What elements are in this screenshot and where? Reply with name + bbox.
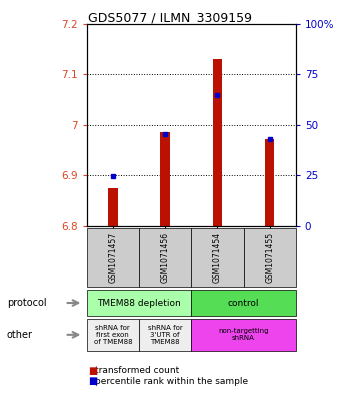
Text: shRNA for
3'UTR of
TMEM88: shRNA for 3'UTR of TMEM88 <box>148 325 183 345</box>
Text: protocol: protocol <box>7 298 47 308</box>
Text: GDS5077 / ILMN_3309159: GDS5077 / ILMN_3309159 <box>88 11 252 24</box>
Text: GSM1071457: GSM1071457 <box>108 232 117 283</box>
Text: GSM1071454: GSM1071454 <box>213 232 222 283</box>
Bar <box>213 59 222 226</box>
Text: GSM1071456: GSM1071456 <box>160 232 170 283</box>
Text: non-targetting
shRNA: non-targetting shRNA <box>218 328 269 342</box>
Text: transformed count: transformed count <box>95 366 180 375</box>
Text: shRNA for
first exon
of TMEM88: shRNA for first exon of TMEM88 <box>94 325 132 345</box>
Bar <box>160 132 170 226</box>
Bar <box>265 139 274 226</box>
Text: TMEM88 depletion: TMEM88 depletion <box>97 299 181 307</box>
Text: percentile rank within the sample: percentile rank within the sample <box>95 377 248 386</box>
Text: ■: ■ <box>88 365 98 376</box>
Text: ■: ■ <box>88 376 98 386</box>
Text: other: other <box>7 330 33 340</box>
Bar <box>108 188 118 226</box>
Text: control: control <box>228 299 259 307</box>
Text: GSM1071455: GSM1071455 <box>265 232 274 283</box>
